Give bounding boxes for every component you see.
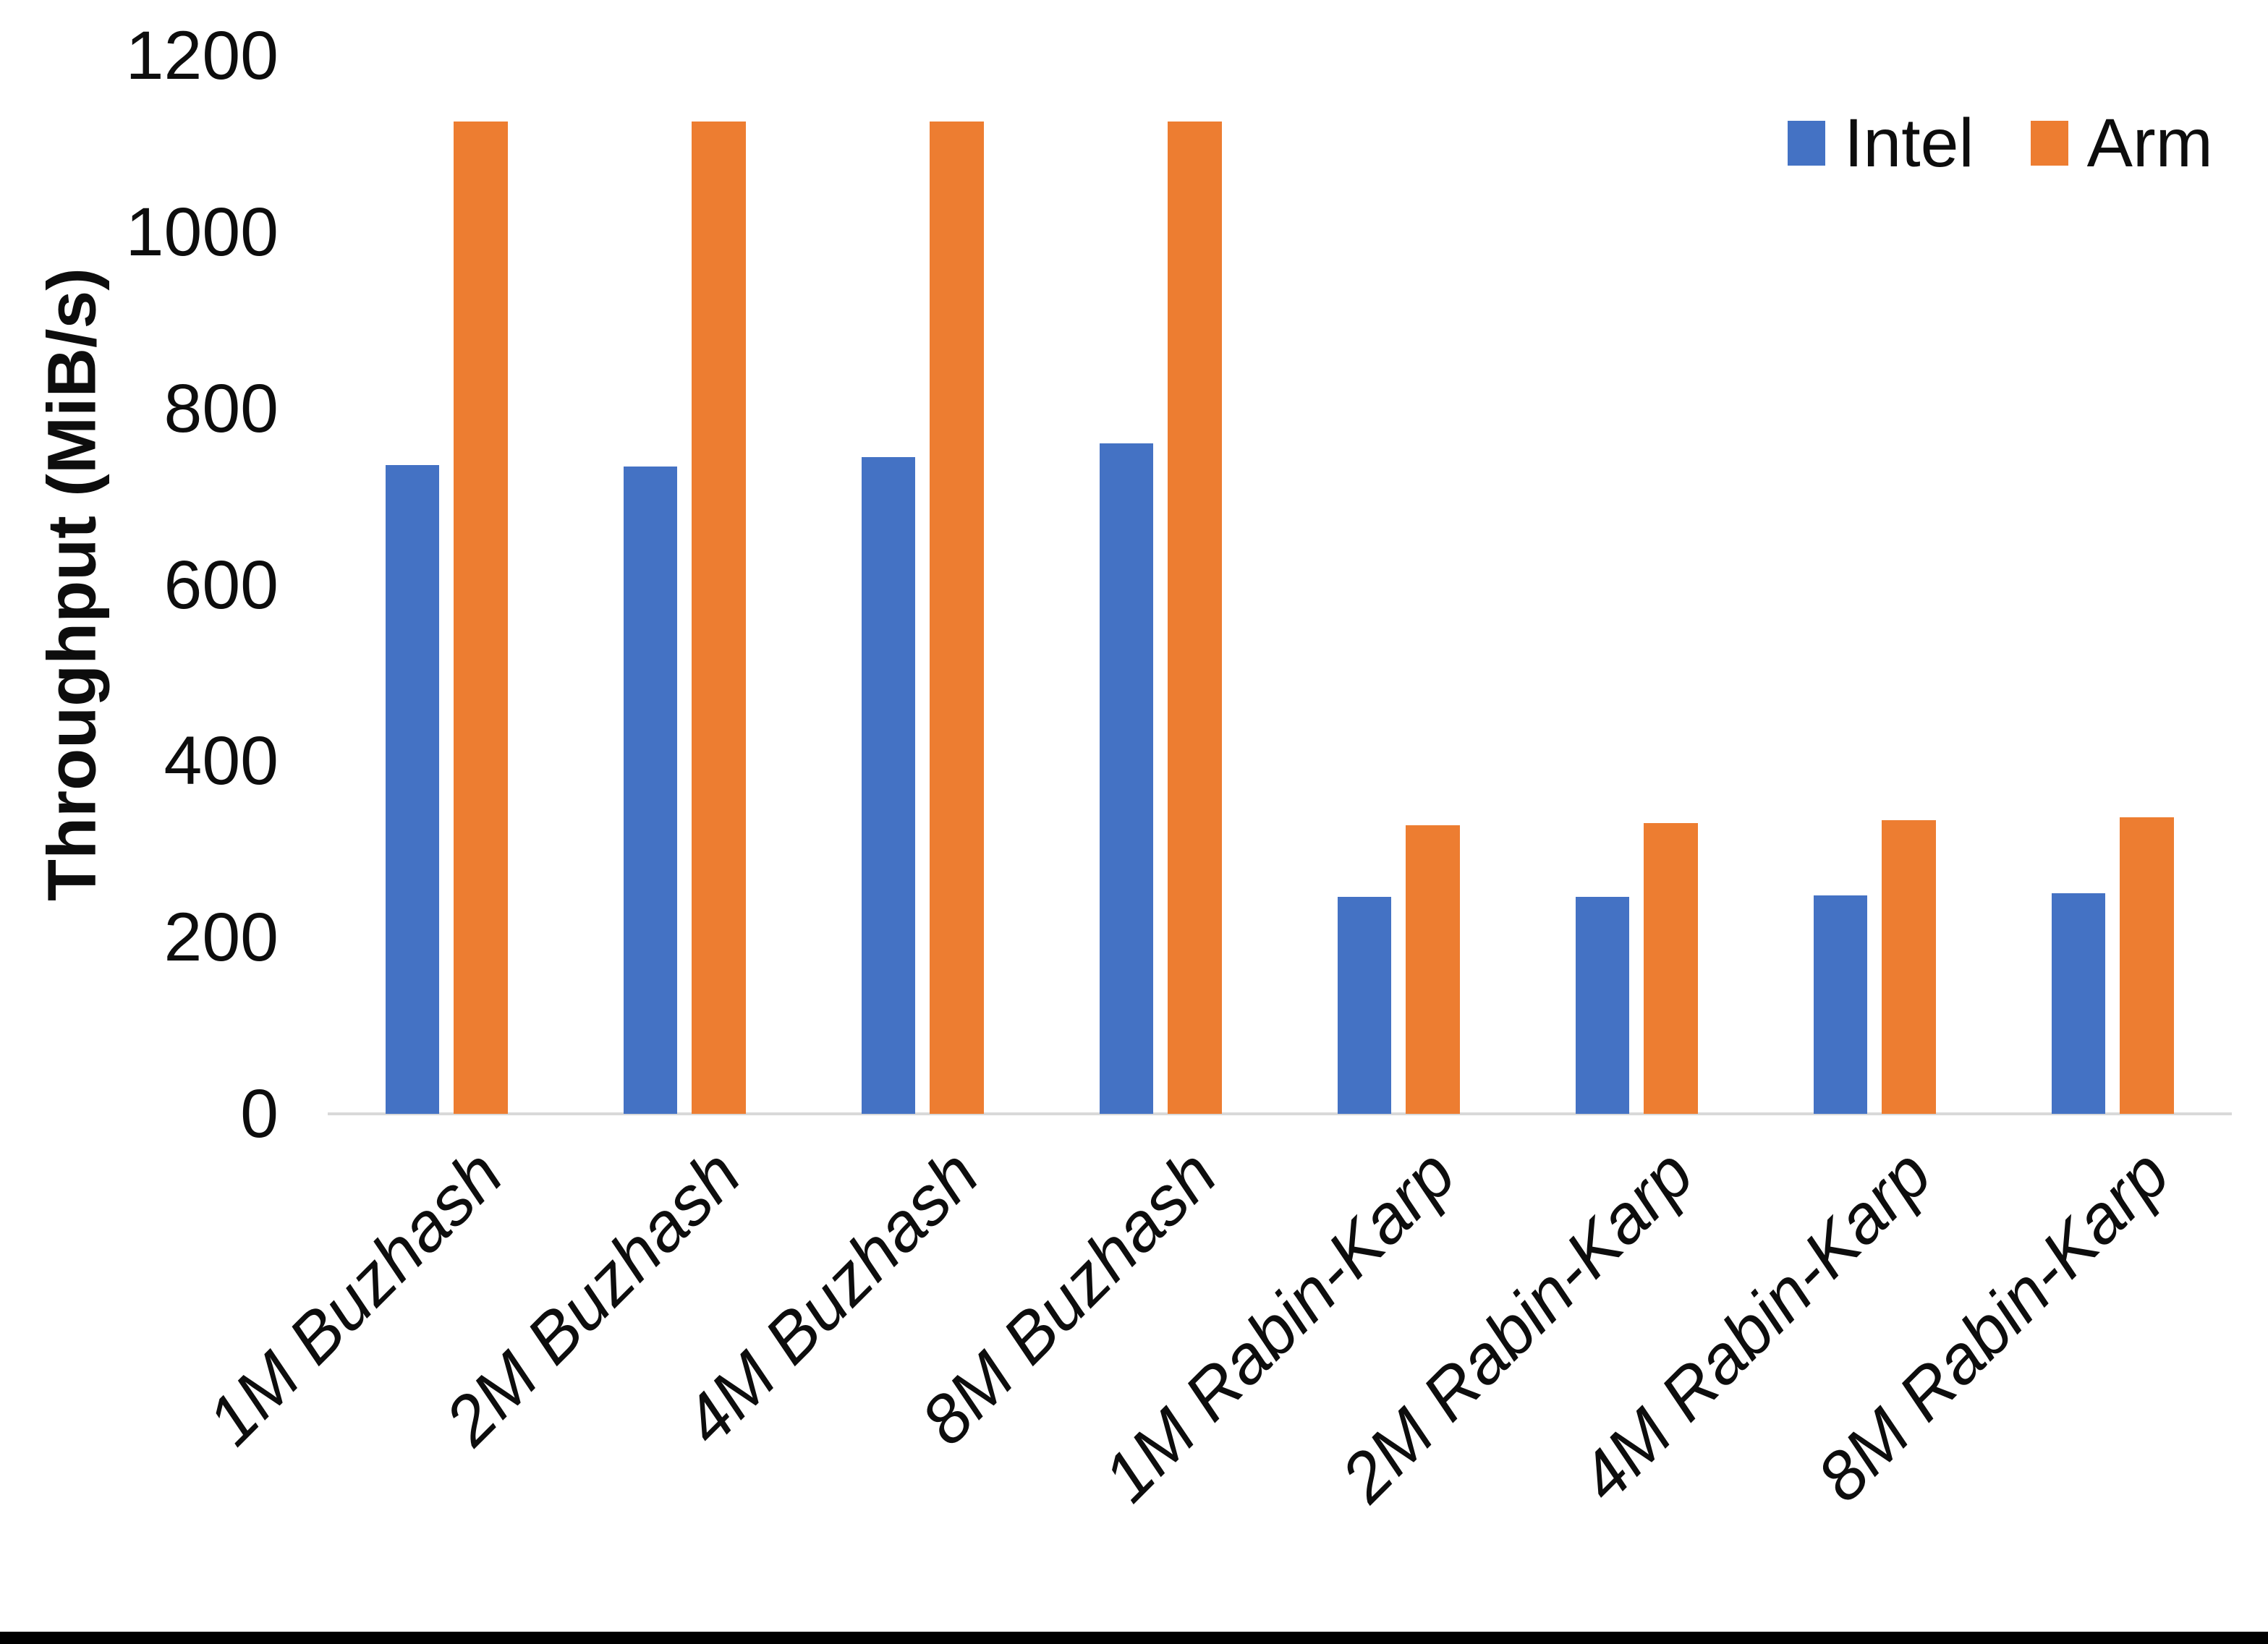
arm-bar <box>1168 122 1222 1114</box>
y-tick-label: 1200 <box>125 17 279 94</box>
y-tick-label: 0 <box>240 1076 279 1152</box>
category-slot <box>566 56 804 1114</box>
arm-bar <box>1406 825 1460 1114</box>
y-tick-label: 200 <box>163 899 279 976</box>
arm-bar <box>2120 817 2174 1114</box>
legend-item: Arm <box>2030 105 2213 182</box>
y-tick-label: 800 <box>163 370 279 447</box>
category-slot <box>1518 56 1756 1114</box>
intel-bar <box>1100 443 1153 1114</box>
y-tick-label: 600 <box>163 546 279 623</box>
intel-bar <box>1338 897 1391 1114</box>
arm-bar <box>1644 823 1698 1114</box>
legend-item: Intel <box>1788 107 1974 179</box>
intel-bar <box>1814 895 1867 1114</box>
legend-label: Arm <box>2086 105 2213 182</box>
category-slot <box>1756 56 1994 1114</box>
plot-area <box>328 56 2232 1114</box>
category-slot <box>1994 56 2232 1114</box>
legend: Intel Arm <box>1788 107 2213 179</box>
intel-bar <box>1576 897 1629 1114</box>
intel-bar <box>2052 893 2105 1114</box>
x-axis-line <box>328 1112 2232 1115</box>
bars-container <box>328 56 2232 1114</box>
arm-bar <box>692 122 746 1114</box>
category-slot <box>1280 56 1518 1114</box>
intel-bar <box>386 465 439 1114</box>
legend-swatch <box>2030 121 2068 166</box>
legend-swatch <box>1788 121 1825 166</box>
category-slot <box>328 56 566 1114</box>
category-slot <box>1042 56 1280 1114</box>
y-tick-label: 400 <box>163 723 279 800</box>
arm-bar <box>454 122 508 1114</box>
legend-label: Intel <box>1844 105 1974 182</box>
arm-bar <box>1882 820 1936 1114</box>
intel-bar <box>862 457 915 1114</box>
arm-bar <box>930 122 984 1114</box>
y-tick-label: 1000 <box>125 193 279 271</box>
bottom-border <box>0 1632 2268 1644</box>
intel-bar <box>624 467 677 1114</box>
category-slot <box>804 56 1042 1114</box>
